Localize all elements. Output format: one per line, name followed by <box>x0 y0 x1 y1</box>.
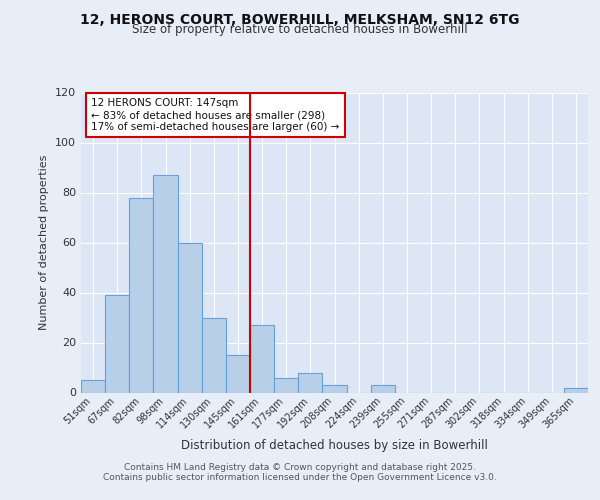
Bar <box>105 295 129 392</box>
Text: Contains public sector information licensed under the Open Government Licence v3: Contains public sector information licen… <box>103 472 497 482</box>
Y-axis label: Number of detached properties: Number of detached properties <box>40 155 49 330</box>
Bar <box>274 378 298 392</box>
Bar <box>250 325 274 392</box>
Bar <box>564 388 588 392</box>
X-axis label: Distribution of detached houses by size in Bowerhill: Distribution of detached houses by size … <box>181 438 488 452</box>
Text: 12 HERONS COURT: 147sqm
← 83% of detached houses are smaller (298)
17% of semi-d: 12 HERONS COURT: 147sqm ← 83% of detache… <box>91 98 340 132</box>
Bar <box>81 380 105 392</box>
Bar <box>226 355 250 393</box>
Bar <box>129 198 154 392</box>
Text: Contains HM Land Registry data © Crown copyright and database right 2025.: Contains HM Land Registry data © Crown c… <box>124 462 476 471</box>
Text: Size of property relative to detached houses in Bowerhill: Size of property relative to detached ho… <box>132 22 468 36</box>
Bar <box>298 372 322 392</box>
Bar <box>371 385 395 392</box>
Text: 12, HERONS COURT, BOWERHILL, MELKSHAM, SN12 6TG: 12, HERONS COURT, BOWERHILL, MELKSHAM, S… <box>80 12 520 26</box>
Bar <box>322 385 347 392</box>
Bar <box>202 318 226 392</box>
Bar <box>178 242 202 392</box>
Bar <box>154 175 178 392</box>
